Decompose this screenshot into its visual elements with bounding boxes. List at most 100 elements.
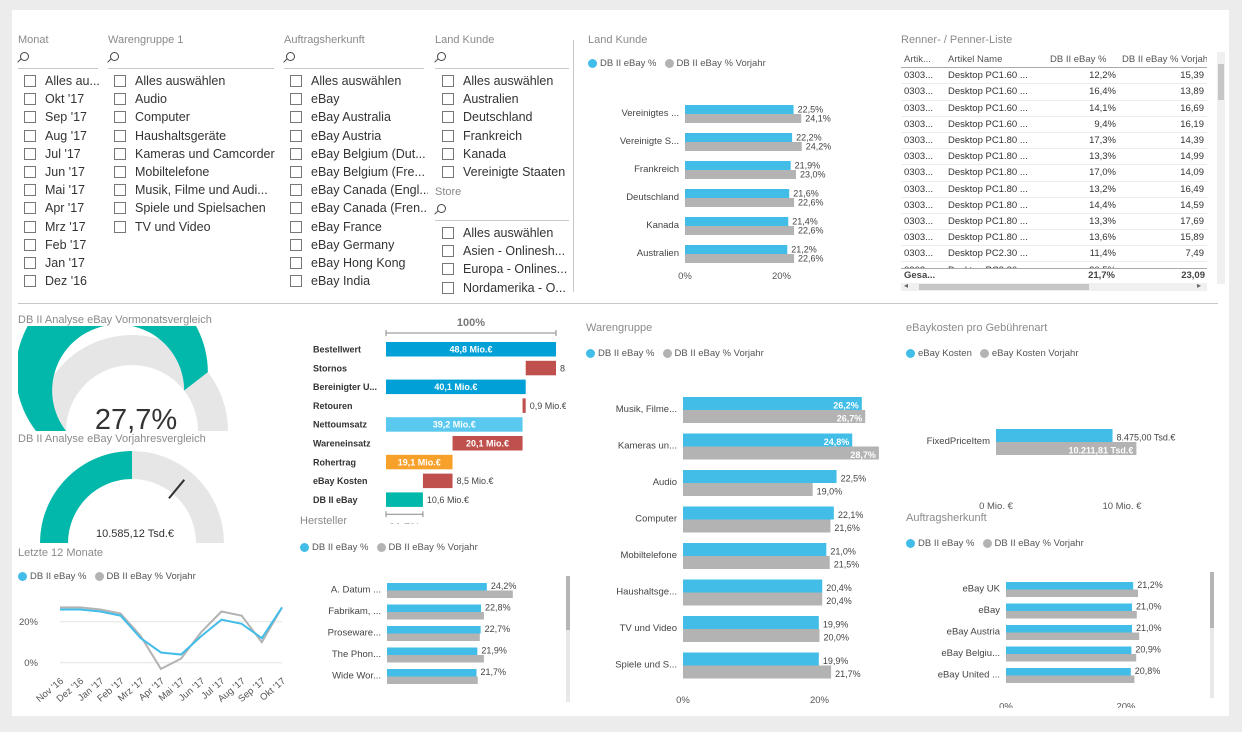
scroll-left-icon[interactable]: ◂: [904, 281, 909, 290]
slicer-item[interactable]: Australien: [442, 90, 572, 108]
search-input-auftrag[interactable]: [284, 52, 424, 69]
slicer-item[interactable]: Alles auswählen: [442, 224, 572, 242]
renner-v-scrollbar[interactable]: [1217, 52, 1225, 284]
checkbox[interactable]: [24, 256, 36, 269]
slicer-item[interactable]: Aug '17: [24, 127, 102, 145]
slicer-scrollbar-land[interactable]: [573, 40, 574, 292]
checkbox[interactable]: [442, 263, 454, 276]
slicer-item[interactable]: Musik, Filme und Audi...: [114, 181, 280, 199]
slicer-item[interactable]: Jul '17: [24, 145, 102, 163]
checkbox[interactable]: [442, 111, 454, 124]
checkbox[interactable]: [114, 147, 126, 160]
checkbox[interactable]: [114, 111, 126, 124]
slicer-item[interactable]: Kanada: [442, 145, 572, 163]
slicer-item[interactable]: eBay Australia: [290, 108, 428, 126]
table-row[interactable]: 0303... Desktop PC1.80 ... 17,0% 14,09: [901, 164, 1207, 182]
table-row[interactable]: 0303... Desktop PC1.60 ... 12,2% 15,39: [901, 67, 1207, 85]
search-input-warengruppe[interactable]: [108, 52, 274, 69]
slicer-item[interactable]: Sep '17: [24, 108, 102, 126]
checkbox[interactable]: [24, 93, 36, 106]
checkbox[interactable]: [442, 245, 454, 258]
slicer-item[interactable]: Kameras und Camcorder: [114, 145, 280, 163]
checkbox[interactable]: [24, 166, 36, 179]
slicer-item[interactable]: eBay Canada (Fren...: [290, 199, 428, 217]
checkbox[interactable]: [442, 227, 454, 240]
checkbox[interactable]: [114, 75, 126, 88]
checkbox[interactable]: [114, 129, 126, 142]
slicer-item[interactable]: Nordamerika - O...: [442, 279, 572, 296]
checkbox[interactable]: [290, 75, 302, 88]
checkbox[interactable]: [114, 166, 126, 179]
checkbox[interactable]: [24, 220, 36, 233]
scroll-thumb[interactable]: [1218, 64, 1224, 100]
slicer-item[interactable]: Haushaltsgeräte: [114, 127, 280, 145]
slicer-item[interactable]: Jun '17: [24, 163, 102, 181]
checkbox[interactable]: [290, 184, 302, 197]
table-row[interactable]: 0303... Desktop PC1.80 ... 13,3% 14,99: [901, 148, 1207, 166]
slicer-item[interactable]: Computer: [114, 108, 280, 126]
slicer-item[interactable]: eBay Belgium (Dut...: [290, 145, 428, 163]
table-row[interactable]: 0303... Desktop PC1.80 ... 17,3% 14,39: [901, 132, 1207, 150]
column-header[interactable]: DB II eBay %: [1047, 52, 1119, 69]
slicer-item[interactable]: Mai '17: [24, 181, 102, 199]
slicer-item[interactable]: eBay Hong Kong: [290, 254, 428, 272]
slicer-item[interactable]: Apr '17: [24, 199, 102, 217]
search-input-store[interactable]: [435, 204, 569, 221]
table-row[interactable]: 0303... Desktop PC2.30 ... 11,4% 7,49: [901, 245, 1207, 263]
checkbox[interactable]: [24, 275, 36, 288]
slicer-item[interactable]: Deutschland: [442, 108, 572, 126]
slicer-item[interactable]: eBay India: [290, 272, 428, 290]
search-input-land[interactable]: [435, 52, 569, 69]
slicer-item[interactable]: Audio: [114, 90, 280, 108]
checkbox[interactable]: [442, 75, 454, 88]
checkbox[interactable]: [442, 93, 454, 106]
checkbox[interactable]: [290, 256, 302, 269]
checkbox[interactable]: [290, 129, 302, 142]
slicer-item[interactable]: Dez '16: [24, 272, 102, 290]
slicer-item[interactable]: Alles auswählen: [442, 72, 572, 90]
checkbox[interactable]: [114, 184, 126, 197]
checkbox[interactable]: [290, 93, 302, 106]
slicer-item[interactable]: Europa - Onlines...: [442, 260, 572, 278]
slicer-item[interactable]: eBay Belgium (Fre...: [290, 163, 428, 181]
renner-h-scrollbar[interactable]: ◂ ▸: [901, 281, 1207, 291]
slicer-item[interactable]: TV und Video: [114, 218, 280, 236]
checkbox[interactable]: [24, 111, 36, 124]
checkbox[interactable]: [114, 202, 126, 215]
scroll-thumb[interactable]: [919, 284, 1089, 290]
slicer-item[interactable]: Alles auswählen: [114, 72, 280, 90]
checkbox[interactable]: [442, 281, 454, 294]
table-row[interactable]: 0303... Desktop PC1.80 ... 13,6% 15,89: [901, 229, 1207, 247]
checkbox[interactable]: [290, 275, 302, 288]
slicer-item[interactable]: Alles auswählen: [290, 72, 428, 90]
slicer-item[interactable]: Mobiltelefone: [114, 163, 280, 181]
checkbox[interactable]: [24, 202, 36, 215]
slicer-item[interactable]: Frankreich: [442, 127, 572, 145]
checkbox[interactable]: [24, 75, 36, 88]
table-row[interactable]: 0303... Desktop PC1.60 ... 14,1% 16,69: [901, 100, 1207, 117]
table-row[interactable]: 0303... Desktop PC1.80 ... 13,2% 16,49: [901, 181, 1207, 198]
table-row[interactable]: 0303... Desktop PC1.60 ... 16,4% 13,89: [901, 83, 1207, 101]
checkbox[interactable]: [290, 147, 302, 160]
slicer-item[interactable]: Vereinigte Staaten: [442, 163, 572, 181]
checkbox[interactable]: [290, 111, 302, 124]
checkbox[interactable]: [24, 184, 36, 197]
checkbox[interactable]: [290, 166, 302, 179]
slicer-item[interactable]: Spiele und Spielsachen: [114, 199, 280, 217]
column-header[interactable]: Artik...: [901, 52, 945, 69]
table-row[interactable]: 0303... Desktop PC1.80 ... 14,4% 14,59: [901, 197, 1207, 214]
column-header[interactable]: DB II eBay % Vorjahr: [1119, 52, 1207, 69]
checkbox[interactable]: [442, 147, 454, 160]
column-header[interactable]: Artikel Name: [945, 52, 1047, 69]
checkbox[interactable]: [290, 202, 302, 215]
checkbox[interactable]: [24, 238, 36, 251]
checkbox[interactable]: [442, 166, 454, 179]
table-row[interactable]: 0303... Desktop PC1.60 ... 9,4% 16,19: [901, 116, 1207, 133]
checkbox[interactable]: [24, 129, 36, 142]
slicer-item[interactable]: Mrz '17: [24, 218, 102, 236]
slicer-item[interactable]: Okt '17: [24, 90, 102, 108]
search-input-monat[interactable]: [18, 52, 98, 69]
checkbox[interactable]: [442, 129, 454, 142]
slicer-item[interactable]: eBay France: [290, 218, 428, 236]
slicer-item[interactable]: eBay Canada (Engl...: [290, 181, 428, 199]
